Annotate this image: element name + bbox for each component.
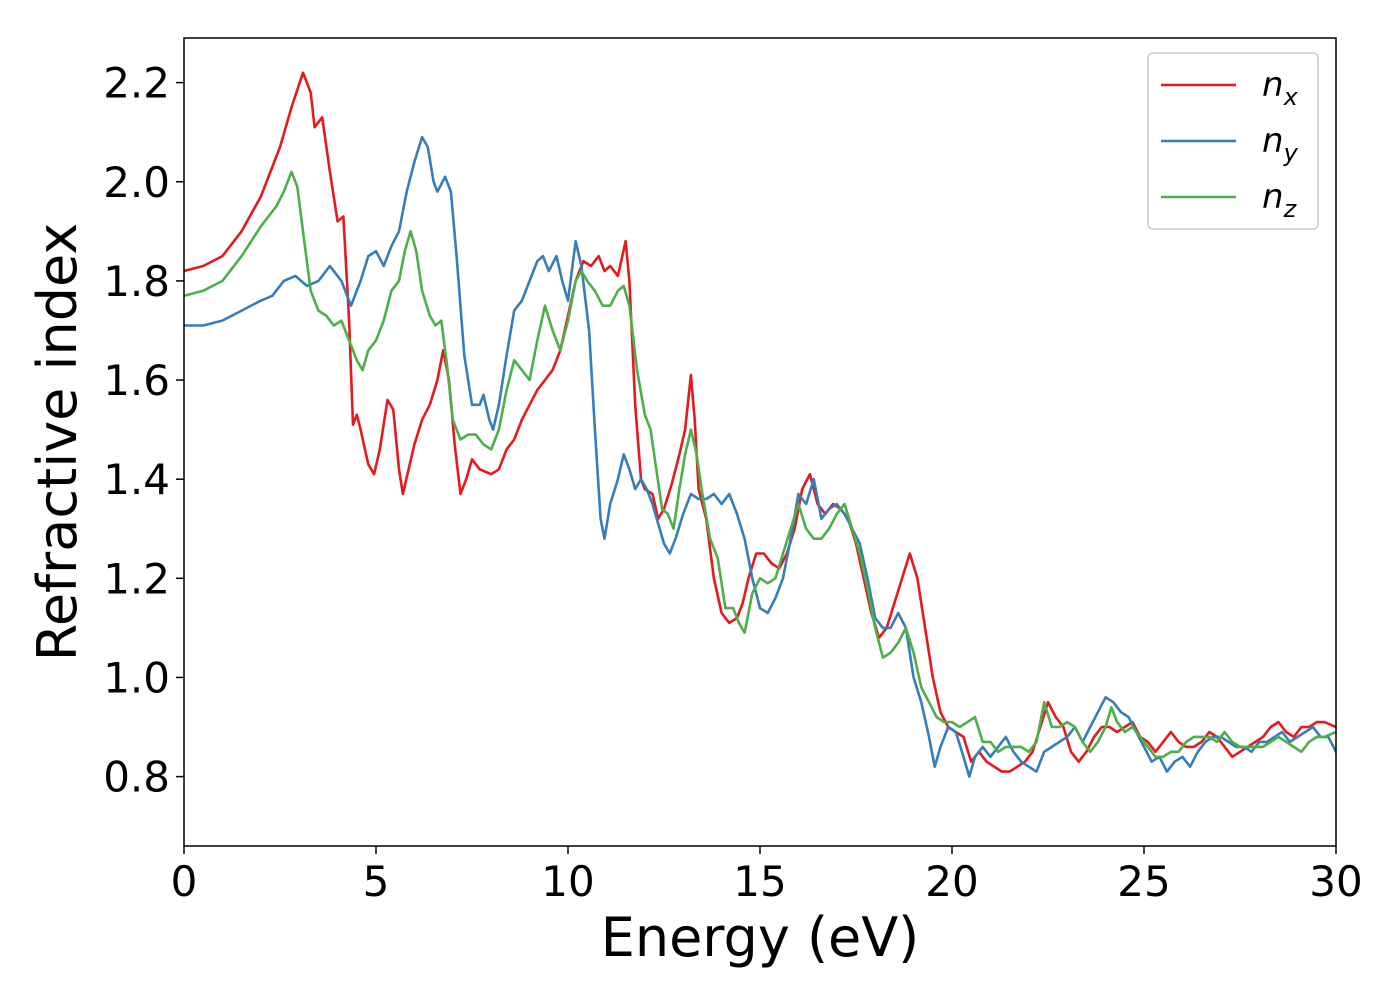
legend-label-subscript: x [1283,83,1299,111]
x-tick-label: 0 [171,857,198,906]
x-axis: 0 5 10 15 20 25 30 [171,846,1363,906]
y-tick-label: 1.6 [103,356,170,405]
legend-label-subscript: y [1283,139,1299,167]
y-tick-label: 1.2 [103,554,170,603]
y-tick-label: 1.8 [103,257,170,306]
x-axis-title: Energy (eV) [601,906,920,969]
x-tick-label: 5 [363,857,390,906]
y-axis-title: Refractive index [26,223,89,662]
x-tick-label: 20 [925,857,978,906]
y-tick-label: 2.0 [103,158,170,207]
legend-label-base: n [1262,121,1284,161]
y-tick-label: 0.8 [103,753,170,802]
x-tick-label: 30 [1309,857,1362,906]
x-tick-label: 15 [733,857,786,906]
y-tick-label: 1.4 [103,455,170,504]
legend-label-y: ny [1262,121,1299,167]
legend-label-base: n [1262,65,1284,105]
legend-label-z: nz [1262,177,1298,223]
series-layer [184,71,1336,778]
series-line-z [184,170,1336,759]
y-axis: 0.8 1.0 1.2 1.4 1.6 1.8 2.0 2.2 [103,59,184,802]
x-tick-label: 10 [541,857,594,906]
plot-area [184,38,1336,846]
y-tick-label: 1.0 [103,653,170,702]
x-tick-label: 25 [1117,857,1170,906]
legend-label-x: nx [1262,65,1299,111]
series-line-y [184,135,1336,778]
legend-label-subscript: z [1283,195,1298,223]
y-tick-label: 2.2 [103,59,170,108]
legend-label-base: n [1262,177,1284,217]
